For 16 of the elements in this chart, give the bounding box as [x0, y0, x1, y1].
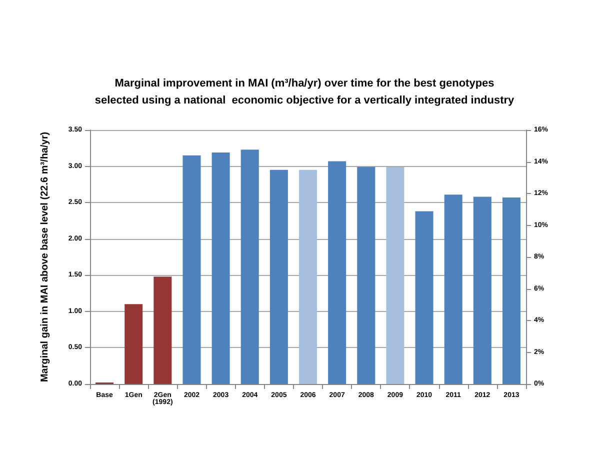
bar	[154, 276, 172, 384]
bar	[415, 211, 434, 384]
bar	[357, 167, 376, 384]
bar	[270, 170, 288, 384]
bar	[444, 194, 462, 384]
bar	[240, 150, 259, 384]
chart-title: Marginal improvement in MAI (m³/ha/yr) over time for the best genotypes selected using a national economic objective for a vertically integrated industry	[94, 78, 516, 106]
bar	[182, 155, 201, 384]
bar	[328, 161, 346, 384]
y-axis-title: Marginal gain in MAI above base level (22.6 m³/ha/yr)	[40, 132, 50, 382]
bar	[502, 197, 520, 384]
bar	[386, 167, 404, 384]
bar	[473, 196, 492, 384]
bar	[212, 152, 230, 384]
bar	[298, 170, 318, 384]
bar	[124, 304, 143, 384]
